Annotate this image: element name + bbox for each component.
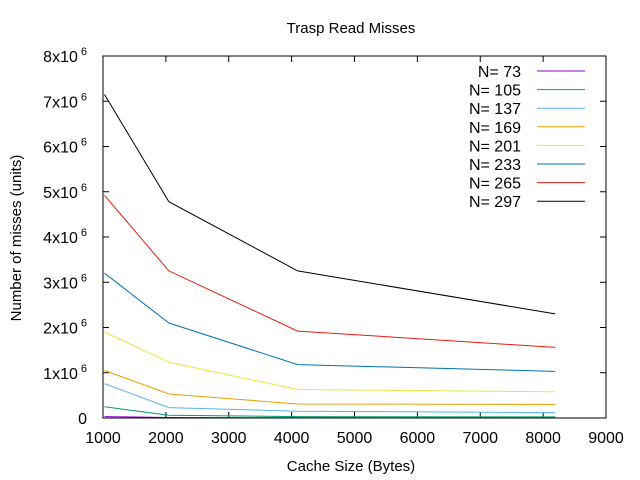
x-axis-label: Cache Size (Bytes) [287, 458, 415, 475]
legend-label: N= 297 [469, 194, 521, 211]
legend-label: N= 73 [478, 64, 521, 81]
y-tick-label: 8x10 6 [43, 46, 87, 66]
x-tick-label: 9000 [588, 430, 624, 447]
y-tick-label: 3x10 6 [43, 272, 87, 292]
y-axis-label: Number of misses (units) [8, 155, 25, 322]
legend-label: N= 105 [469, 83, 521, 100]
legend-label: N= 137 [469, 101, 521, 118]
series-line-7 [104, 195, 556, 348]
series-line-8 [104, 94, 556, 315]
y-tick-label: 4x10 6 [43, 227, 87, 247]
series-line-2 [104, 406, 556, 418]
x-tick-label: 4000 [274, 430, 310, 447]
y-tick-label: 6x10 6 [43, 137, 87, 157]
legend-label: N= 233 [469, 157, 521, 174]
y-tick-label: 5x10 6 [43, 182, 87, 202]
series-line-4 [104, 370, 556, 405]
y-tick-label: 1x10 6 [43, 363, 87, 383]
y-tick-label: 0 [78, 411, 87, 428]
chart-title: Trasp Read Misses [287, 20, 416, 37]
x-tick-label: 3000 [211, 430, 247, 447]
y-tick-label: 7x10 6 [43, 91, 87, 111]
x-tick-label: 6000 [400, 430, 436, 447]
x-tick-label: 8000 [525, 430, 561, 447]
x-tick-label: 7000 [462, 430, 498, 447]
axis-ticks: 1000 2000 3000 4000 5000 6000 7000 8000 9000 0 1x1… [43, 46, 624, 447]
legend-label: N= 265 [469, 176, 521, 193]
series-line-3 [104, 383, 556, 414]
legend-label: N= 169 [469, 120, 521, 137]
legend-label: N= 201 [469, 138, 521, 155]
plot-frame [102, 55, 607, 419]
series-line-5 [104, 331, 556, 393]
y-tick-label: 2x10 6 [43, 318, 87, 338]
series-line-6 [104, 272, 556, 372]
x-tick-label: 1000 [85, 430, 121, 447]
x-tick-label: 5000 [337, 430, 373, 447]
x-tick-label: 2000 [148, 430, 184, 447]
